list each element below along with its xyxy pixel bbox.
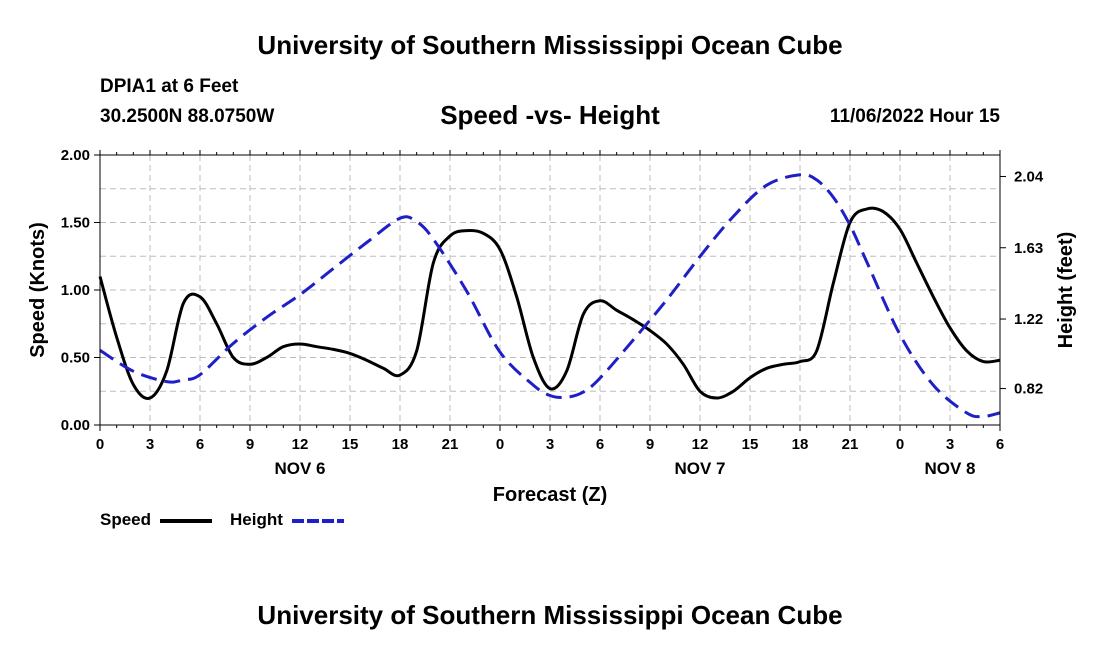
y-tick-label: 1.50 <box>61 215 90 232</box>
y-tick-label: 0.00 <box>61 417 90 434</box>
y2-tick-label: 1.22 <box>1014 311 1043 328</box>
x-tick-label: 18 <box>392 436 409 453</box>
x-tick-label: 15 <box>342 436 359 453</box>
x-tick-label: 9 <box>646 436 654 453</box>
x-tick-label: 3 <box>946 436 954 453</box>
y2-tick-label: 0.82 <box>1014 381 1043 398</box>
legend-label: Speed <box>100 510 151 529</box>
series-lines <box>98 173 1001 419</box>
x-tick-label: 15 <box>742 436 759 453</box>
y-tick-label: 2.00 <box>61 147 90 164</box>
x-tick-label: 21 <box>842 436 859 453</box>
y2-tick-label: 1.63 <box>1014 240 1043 257</box>
x-tick-label: 0 <box>496 436 504 453</box>
x-tick-label: 6 <box>596 436 604 453</box>
page-title: University of Southern Mississippi Ocean… <box>257 30 843 60</box>
footer-title: University of Southern Mississippi Ocean… <box>257 600 843 630</box>
station-label: DPIA1 at 6 Feet <box>100 76 239 97</box>
x-tick-label: 9 <box>246 436 254 453</box>
y-tick-label: 1.00 <box>61 282 90 299</box>
day-label: NOV 8 <box>924 459 975 478</box>
y2-axis-title: Height (feet) <box>1055 232 1077 349</box>
legend-label: Height <box>230 510 283 529</box>
y-tick-label: 0.50 <box>61 350 90 367</box>
day-label: NOV 7 <box>674 459 725 478</box>
x-tick-label: 18 <box>792 436 809 453</box>
x-tick-label: 6 <box>196 436 204 453</box>
x-tick-label: 0 <box>96 436 104 453</box>
x-tick-label: 3 <box>146 436 154 453</box>
series-line-height <box>99 173 1001 419</box>
x-tick-label: 21 <box>442 436 459 453</box>
chart-subtitle: Speed -vs- Height <box>440 100 660 130</box>
x-tick-label: 12 <box>292 436 309 453</box>
day-label: NOV 6 <box>274 459 325 478</box>
station-coordinates: 30.2500N 88.0750W <box>100 106 275 127</box>
grid-lines <box>100 155 1000 425</box>
y2-tick-label: 2.04 <box>1014 168 1044 185</box>
x-tick-label: 0 <box>896 436 904 453</box>
x-tick-label: 12 <box>692 436 709 453</box>
axis-labels: 0 3 6 9 12 15 18 21 0 3 6 9 12 15 18 21 0 3 6 0.00 0.50 1.00 1… <box>27 147 1077 506</box>
x-tick-label: 3 <box>546 436 554 453</box>
y-axis-title: Speed (Knots) <box>27 222 49 358</box>
legend: Speed Height <box>100 510 344 529</box>
x-tick-label: 6 <box>996 436 1004 453</box>
forecast-datetime: 11/06/2022 Hour 15 <box>829 106 1000 127</box>
x-axis-title: Forecast (Z) <box>493 484 607 506</box>
axis-ticks <box>94 150 1006 431</box>
